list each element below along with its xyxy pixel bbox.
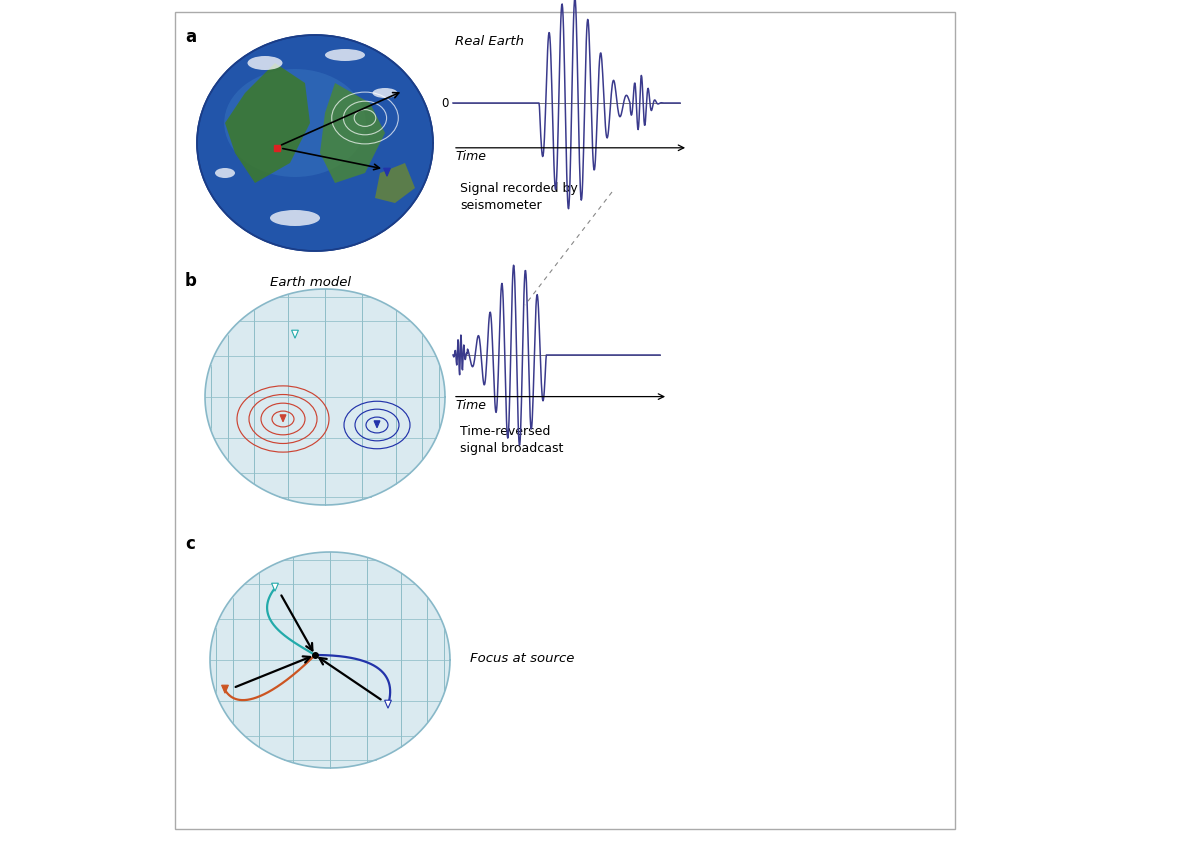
Polygon shape bbox=[271, 583, 278, 591]
Ellipse shape bbox=[209, 552, 450, 768]
Text: Time: Time bbox=[455, 150, 486, 163]
Polygon shape bbox=[384, 701, 392, 708]
Ellipse shape bbox=[215, 168, 234, 178]
Text: Time-reversed
signal broadcast: Time-reversed signal broadcast bbox=[461, 425, 563, 455]
Text: Signal recorded by
seismometer: Signal recorded by seismometer bbox=[461, 182, 578, 212]
Text: a: a bbox=[184, 28, 196, 46]
Ellipse shape bbox=[372, 88, 397, 98]
Ellipse shape bbox=[270, 210, 320, 226]
Ellipse shape bbox=[205, 289, 445, 505]
Ellipse shape bbox=[325, 49, 365, 61]
Polygon shape bbox=[383, 168, 390, 177]
Polygon shape bbox=[320, 83, 386, 183]
Bar bbox=[175, 12, 956, 829]
Ellipse shape bbox=[224, 69, 365, 177]
Ellipse shape bbox=[198, 35, 433, 251]
Text: Focus at source: Focus at source bbox=[470, 652, 575, 664]
Text: Time: Time bbox=[455, 399, 486, 411]
Polygon shape bbox=[374, 420, 380, 428]
Polygon shape bbox=[221, 685, 228, 693]
Text: Earth model: Earth model bbox=[270, 276, 351, 289]
Ellipse shape bbox=[248, 56, 282, 70]
Text: c: c bbox=[184, 535, 195, 553]
Text: 0: 0 bbox=[441, 97, 449, 109]
Polygon shape bbox=[225, 63, 311, 183]
Text: Real Earth: Real Earth bbox=[455, 35, 524, 48]
Text: b: b bbox=[184, 272, 196, 290]
Polygon shape bbox=[375, 163, 415, 203]
Polygon shape bbox=[292, 331, 299, 338]
Polygon shape bbox=[280, 415, 286, 422]
